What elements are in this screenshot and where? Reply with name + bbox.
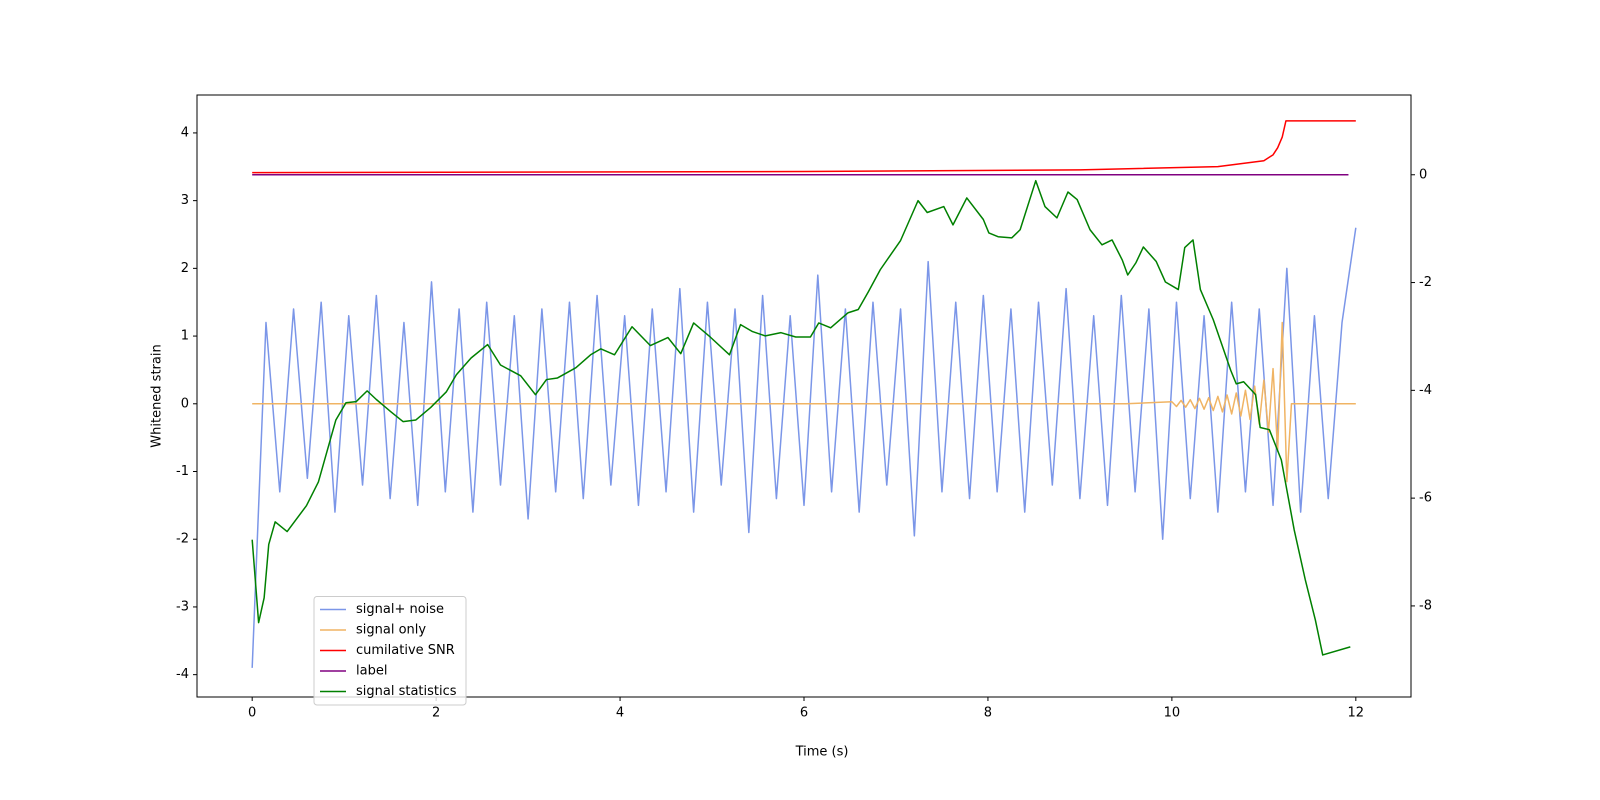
y2-tick-label: -6 [1419,491,1432,506]
x-tick-label: 4 [616,706,624,721]
legend-box [313,596,467,706]
y-tick-label: 0 [181,396,189,411]
y-axis-label: Whitened strain [150,344,165,447]
y-tick-label: -4 [176,667,189,682]
x-tick-label: 2 [432,706,440,721]
x-axis-label: Time (s) [795,745,849,760]
legend-label: signal statistics [356,684,457,699]
y2-tick-label: -4 [1419,383,1432,398]
y-tick-label: -2 [176,532,189,547]
plot-frame [196,94,1412,698]
legend-label: label [356,664,387,679]
y-tick-label: 1 [181,329,189,344]
x-tick-label: 12 [1348,706,1365,721]
x-tick-label: 8 [984,706,992,721]
legend-label: cumilative SNR [356,643,455,658]
y-tick-label: 3 [181,193,189,208]
y2-tick-label: -2 [1419,275,1432,290]
series-line [251,179,1351,656]
x-tick-label: 0 [248,706,256,721]
y2-tick-label: -8 [1419,598,1432,613]
legend-label: signal only [356,623,426,638]
y2-tick-label: 0 [1419,167,1427,182]
x-tick-label: 10 [1164,706,1181,721]
y-tick-label: 2 [181,261,189,276]
series-line [251,227,1357,668]
legend-label: signal+ noise [356,602,444,617]
series-line [252,120,1356,174]
series-line [252,321,1356,483]
y-tick-label: -1 [176,464,189,479]
x-tick-label: 6 [800,706,808,721]
y-tick-label: -3 [176,599,189,614]
y-tick-label: 4 [181,125,189,140]
